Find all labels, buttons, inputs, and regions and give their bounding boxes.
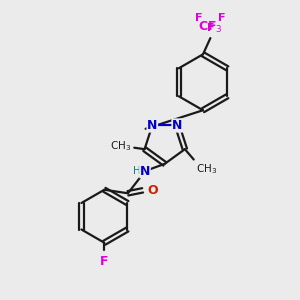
Text: N: N xyxy=(140,165,150,178)
Text: F: F xyxy=(207,23,214,33)
Text: CF$_3$: CF$_3$ xyxy=(198,20,223,34)
Text: CH$_3$: CH$_3$ xyxy=(196,162,217,176)
Text: N: N xyxy=(172,119,182,132)
Text: N: N xyxy=(147,119,158,132)
Text: O: O xyxy=(147,184,158,197)
Text: F    F: F F xyxy=(195,13,226,23)
Text: F: F xyxy=(100,254,109,268)
Text: H: H xyxy=(134,166,141,176)
Text: CH$_3$: CH$_3$ xyxy=(110,139,131,153)
